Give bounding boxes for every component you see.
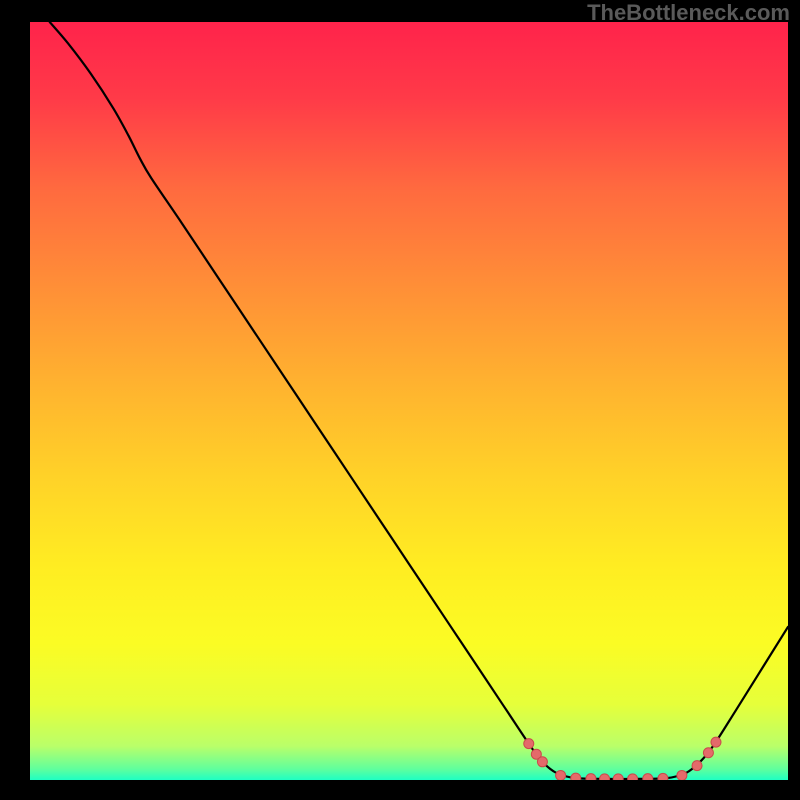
data-marker xyxy=(600,774,610,780)
data-marker xyxy=(703,748,713,758)
plot-area xyxy=(30,22,788,780)
data-marker xyxy=(556,770,566,780)
data-marker xyxy=(524,739,534,749)
data-marker xyxy=(692,761,702,771)
curve-layer xyxy=(30,22,788,780)
data-marker xyxy=(628,774,638,780)
data-marker xyxy=(613,774,623,780)
watermark-text: TheBottleneck.com xyxy=(587,0,790,26)
data-marker xyxy=(677,770,687,780)
data-marker xyxy=(658,773,668,780)
data-marker xyxy=(537,757,547,767)
data-marker xyxy=(711,737,721,747)
bottleneck-curve xyxy=(50,22,788,779)
marker-group xyxy=(524,737,721,780)
data-marker xyxy=(643,774,653,780)
data-marker xyxy=(571,773,581,780)
data-marker xyxy=(586,774,596,780)
